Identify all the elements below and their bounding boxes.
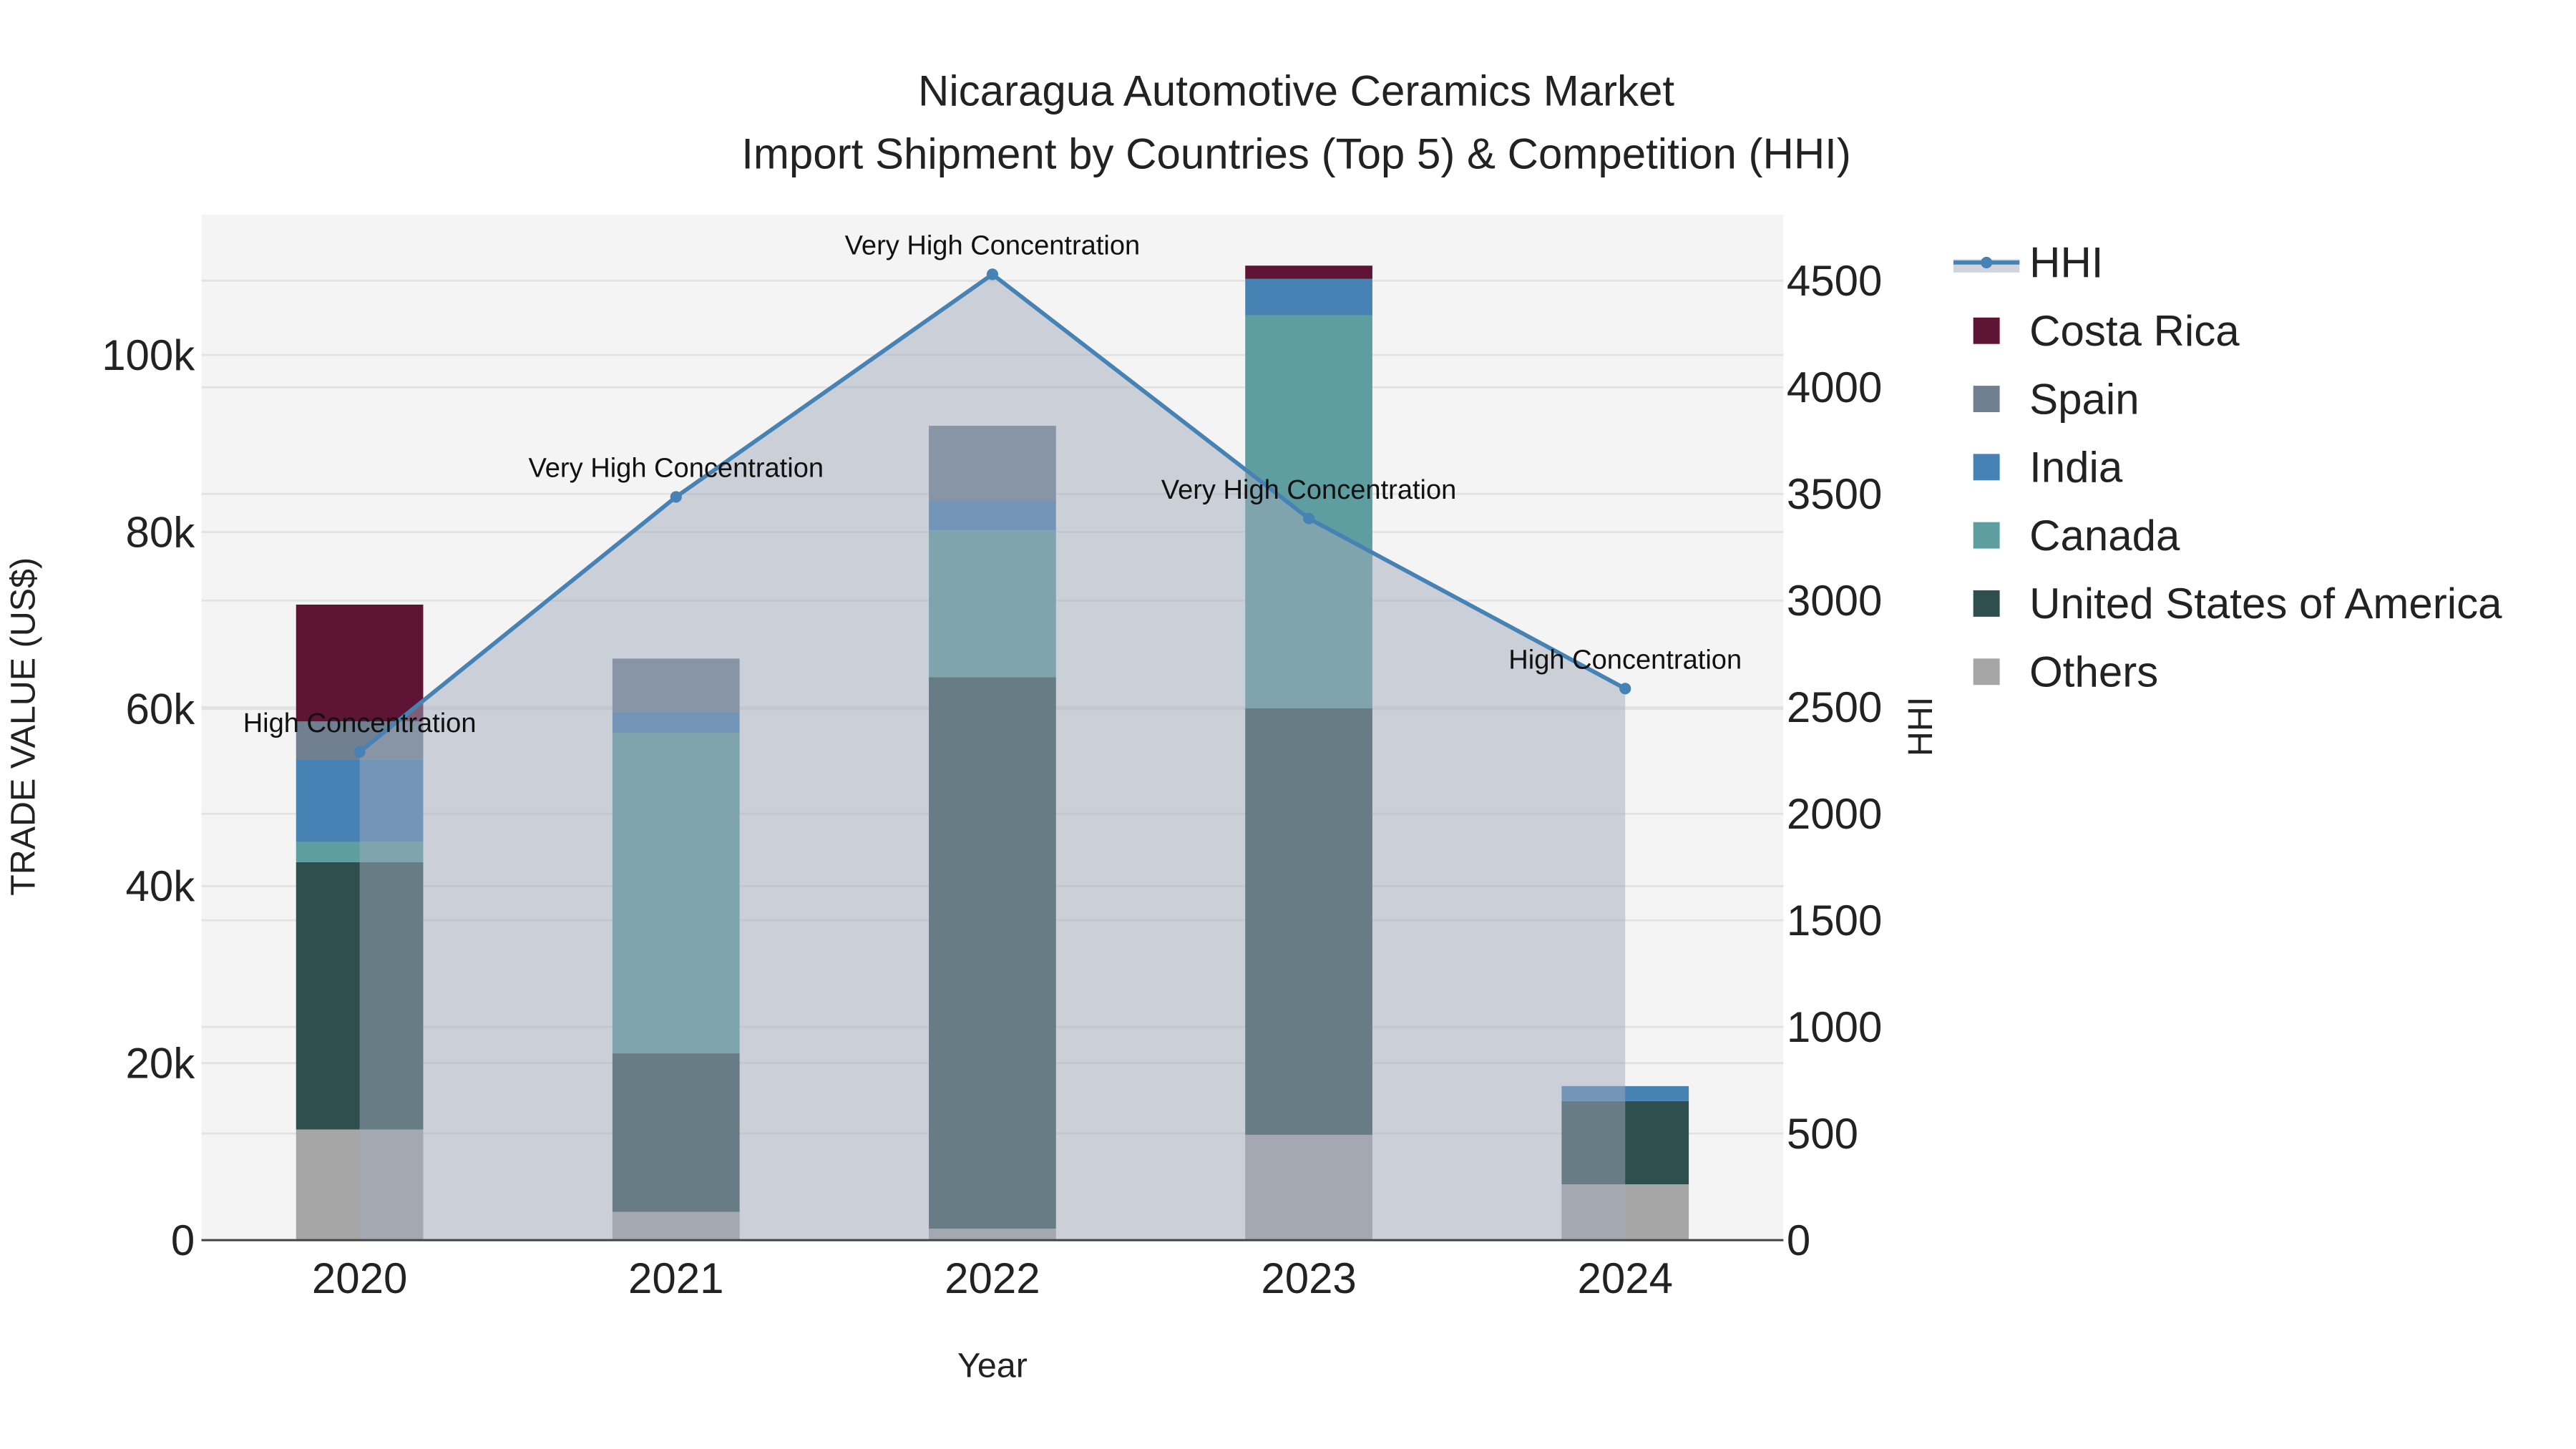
legend-item-costa-rica[interactable]: Costa Rica <box>1973 307 2240 355</box>
legend-swatch <box>1973 454 2000 481</box>
bar-india-2023 <box>1245 278 1372 316</box>
legend-swatch <box>1973 590 2000 617</box>
x-tick-label: 2020 <box>312 1254 407 1302</box>
y-tick-label: 80k <box>126 508 196 556</box>
y-tick-label: 40k <box>126 862 196 910</box>
hhi-legend-marker <box>1981 256 1993 268</box>
y-tick-label: 0 <box>171 1216 195 1264</box>
y2-tick-label: 3000 <box>1787 577 1882 625</box>
legend-label: India <box>2029 444 2123 492</box>
legend-label: Spain <box>2029 375 2139 423</box>
legend-item-others[interactable]: Others <box>1973 648 2159 696</box>
hhi-point-2023 <box>1303 512 1315 525</box>
y-tick-label: 20k <box>126 1039 196 1087</box>
legend-item-united-states-of-america[interactable]: United States of America <box>1973 580 2502 628</box>
legend-swatch <box>1973 386 2000 412</box>
x-tick-label: 2023 <box>1261 1254 1356 1302</box>
y2-tick-label: 1500 <box>1787 897 1882 945</box>
hhi-annotation: Very High Concentration <box>528 454 824 484</box>
legend-item-india[interactable]: India <box>1973 444 2123 492</box>
y2-tick-label: 2500 <box>1787 683 1882 731</box>
hhi-annotation: Very High Concentration <box>1161 475 1457 505</box>
y2-tick-label: 0 <box>1787 1216 1810 1264</box>
y2-tick-label: 2000 <box>1787 790 1882 838</box>
hhi-point-2021 <box>670 491 682 503</box>
x-axis-label: Year <box>957 1347 1028 1385</box>
legend-item-hhi[interactable]: HHI <box>1953 239 2103 287</box>
hhi-point-2022 <box>986 268 998 280</box>
hhi-annotation: Very High Concentration <box>845 231 1141 261</box>
y2-tick-label: 3500 <box>1787 470 1882 518</box>
legend-swatch <box>1973 522 2000 549</box>
legend-swatch <box>1973 658 2000 686</box>
y2-tick-label: 1000 <box>1787 1003 1882 1051</box>
hhi-area <box>359 274 1626 1241</box>
y2-axis-label: HHI <box>1901 697 1940 756</box>
y2-tick-label: 4000 <box>1787 364 1882 411</box>
legend-label: Costa Rica <box>2029 307 2240 355</box>
y-tick-label: 100k <box>102 331 195 379</box>
legend: HHI Costa Rica Spain India Canada United Stat… <box>1953 239 2502 696</box>
legend-label: Canada <box>2029 512 2180 560</box>
y-tick-label: 60k <box>126 686 196 733</box>
y2-tick-label: 4500 <box>1787 257 1882 305</box>
legend-swatch <box>1973 317 2000 344</box>
y2-tick-label: 500 <box>1787 1110 1858 1158</box>
x-tick-label: 2024 <box>1577 1254 1672 1302</box>
bar-costa-rica-2020 <box>296 604 424 722</box>
hhi-annotation: High Concentration <box>243 708 477 738</box>
chart-subtitle: Import Shipment by Countries (Top 5) & C… <box>741 130 1851 177</box>
legend-item-spain[interactable]: Spain <box>1973 375 2140 423</box>
legend-label: United States of America <box>2029 580 2502 628</box>
x-tick-label: 2021 <box>628 1254 723 1302</box>
hhi-point-2020 <box>353 746 366 758</box>
bar-costa-rica-2023 <box>1245 265 1372 279</box>
legend-label: Others <box>2029 648 2158 696</box>
hhi-point-2024 <box>1619 683 1631 695</box>
chart-title: Nicaragua Automotive Ceramics Market <box>918 67 1674 115</box>
y-axis-label: TRADE VALUE (US$) <box>4 557 42 896</box>
legend-item-canada[interactable]: Canada <box>1973 512 2180 560</box>
x-tick-label: 2022 <box>945 1254 1040 1302</box>
hhi-annotation: High Concentration <box>1508 645 1742 675</box>
legend-label: HHI <box>2029 239 2103 287</box>
